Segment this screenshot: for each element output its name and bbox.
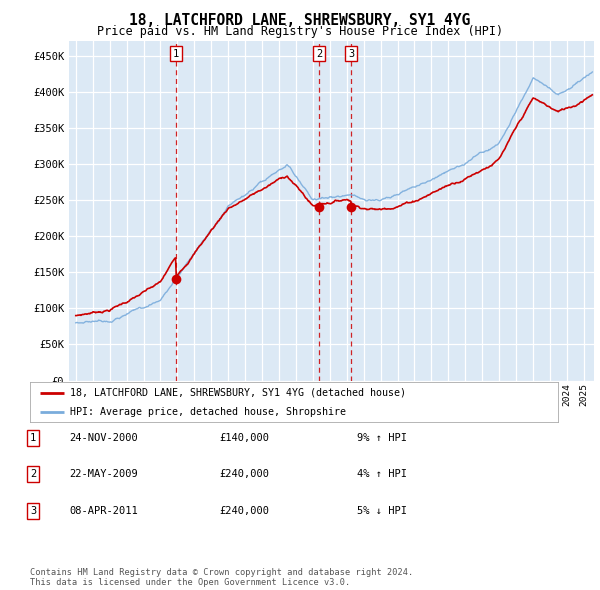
Text: 1: 1 bbox=[173, 48, 179, 58]
Text: HPI: Average price, detached house, Shropshire: HPI: Average price, detached house, Shro… bbox=[70, 407, 346, 417]
Text: £140,000: £140,000 bbox=[219, 433, 269, 442]
Text: 3: 3 bbox=[348, 48, 355, 58]
Text: 2: 2 bbox=[316, 48, 322, 58]
Text: 24-NOV-2000: 24-NOV-2000 bbox=[69, 433, 138, 442]
Text: Price paid vs. HM Land Registry's House Price Index (HPI): Price paid vs. HM Land Registry's House … bbox=[97, 25, 503, 38]
Text: £240,000: £240,000 bbox=[219, 470, 269, 479]
Text: 18, LATCHFORD LANE, SHREWSBURY, SY1 4YG: 18, LATCHFORD LANE, SHREWSBURY, SY1 4YG bbox=[130, 13, 470, 28]
Text: 18, LATCHFORD LANE, SHREWSBURY, SY1 4YG (detached house): 18, LATCHFORD LANE, SHREWSBURY, SY1 4YG … bbox=[70, 388, 406, 398]
Text: 2: 2 bbox=[30, 470, 36, 479]
Text: 08-APR-2011: 08-APR-2011 bbox=[69, 506, 138, 516]
Text: 22-MAY-2009: 22-MAY-2009 bbox=[69, 470, 138, 479]
Text: 3: 3 bbox=[30, 506, 36, 516]
Text: £240,000: £240,000 bbox=[219, 506, 269, 516]
Text: Contains HM Land Registry data © Crown copyright and database right 2024.
This d: Contains HM Land Registry data © Crown c… bbox=[30, 568, 413, 587]
Text: 9% ↑ HPI: 9% ↑ HPI bbox=[357, 433, 407, 442]
Text: 4% ↑ HPI: 4% ↑ HPI bbox=[357, 470, 407, 479]
Text: 5% ↓ HPI: 5% ↓ HPI bbox=[357, 506, 407, 516]
Text: 1: 1 bbox=[30, 433, 36, 442]
